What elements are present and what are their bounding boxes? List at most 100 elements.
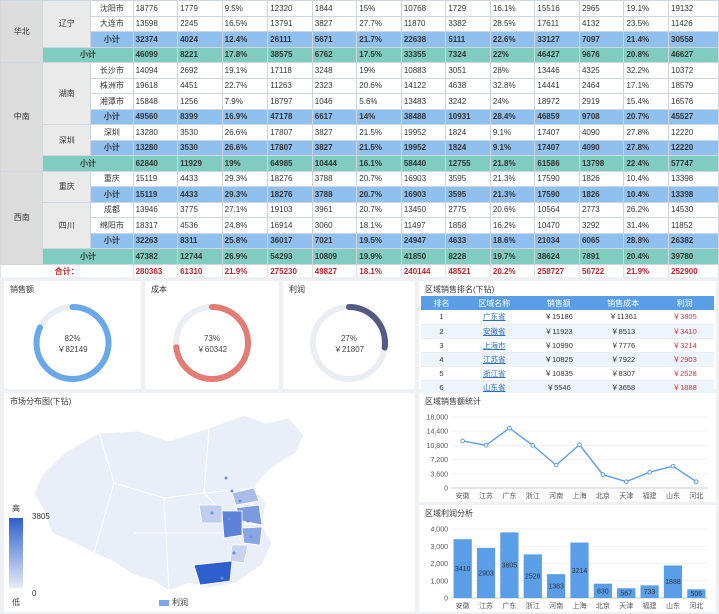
total-cell: 21.9% <box>221 263 269 277</box>
value-cell: 2773 <box>578 201 625 218</box>
subtotal-cell: 64985 <box>267 155 313 172</box>
region-link[interactable]: 山东省 <box>462 380 527 395</box>
x-tick-label: 北京 <box>596 491 610 500</box>
value-cell: 18776 <box>132 0 179 17</box>
ranking-header[interactable]: 排名 <box>421 296 463 310</box>
value-cell: 18317 <box>132 217 179 234</box>
subtotal-cell: 4633 <box>445 232 491 249</box>
ranking-cell: ￥10835 <box>526 366 591 381</box>
y-tick-label: 7,200 <box>430 457 448 464</box>
value-cell: 4433 <box>177 170 223 187</box>
legend-high-label: 高 <box>12 504 20 513</box>
value-cell: 1824 <box>445 124 491 141</box>
profit-cell: ￥3410 <box>655 324 714 339</box>
bar <box>593 583 612 598</box>
region-subtotal-row: 小计 46099 8221 17.8% 38575 6762 17.5% 33355 7324 2… <box>1 46 719 63</box>
x-tick-label: 广东 <box>502 601 516 610</box>
subtotal-cell: 33355 <box>400 46 447 63</box>
ranking-row[interactable]: 1 广东省 ￥15186 ￥11361 ￥3805 <box>421 310 714 325</box>
value-cell: 4638 <box>445 77 491 94</box>
subtotal-cell: 3595 <box>445 186 491 203</box>
value-cell: 3827 <box>311 15 358 32</box>
subtotal-cell: 9676 <box>578 46 625 63</box>
x-tick-label: 江苏 <box>479 491 493 500</box>
value-cell: 1046 <box>311 93 358 110</box>
map-series-legend[interactable]: 利润 <box>159 597 188 608</box>
ranking-header[interactable]: 销售额 <box>526 296 591 310</box>
profit-cell: ￥1888 <box>655 380 714 395</box>
subtotal-cell: 10931 <box>445 108 491 125</box>
subtotal-cell: 21.3% <box>489 186 536 203</box>
ranking-row[interactable]: 2 安徽省 ￥11923 ￥8513 ￥3410 <box>421 324 714 339</box>
subtotal-cell: 8221 <box>177 46 223 63</box>
ranking-row[interactable]: 4 江苏省 ￥10825 ￥7922 ￥2903 <box>421 352 714 367</box>
subtotal-cell: 12.4% <box>221 31 269 48</box>
value-cell: 16.2% <box>489 217 536 234</box>
kpi-value: ￥60342 <box>197 345 228 354</box>
subtotal-cell: 13280 <box>132 139 179 156</box>
value-cell: 26.6% <box>221 124 269 141</box>
total-cell: 258727 <box>534 263 580 277</box>
value-cell: 16.5% <box>221 15 269 32</box>
china-map[interactable] <box>4 393 415 612</box>
subtotal-cell: 17807 <box>267 139 313 156</box>
ranking-row[interactable]: 5 浙江省 ￥10835 ￥8307 ￥2528 <box>421 366 714 381</box>
subtotal-cell: 62840 <box>132 155 179 172</box>
table-row: 华北 辽宁 沈阳市 18776 1779 9.5% 12320 1844 15% 10768 172… <box>0 0 719 63</box>
ring-progress <box>310 304 388 382</box>
total-cell: 275230 <box>267 263 313 277</box>
bar-value-label: 830 <box>597 588 609 595</box>
ranking-header[interactable]: 区域名称 <box>462 296 527 310</box>
x-tick-label: 浙江 <box>526 601 540 610</box>
ranking-row[interactable]: 3 上海市 ￥10990 ￥7776 ￥3214 <box>421 338 714 353</box>
subtotal-cell: 17.5% <box>356 46 402 63</box>
table-row: 大连市 13598 2245 16.5% 13791 3827 27.7% 11870 3382… <box>1 15 719 32</box>
value-cell: 12220 <box>668 124 719 141</box>
subtotal-cell: 21.4% <box>623 31 669 48</box>
subtotal-cell: 33127 <box>534 31 580 48</box>
value-cell: 21.5% <box>356 124 402 141</box>
bar <box>640 585 659 598</box>
subtotal-cell: 46099 <box>132 46 179 63</box>
region-link[interactable]: 安徽省 <box>462 324 527 339</box>
province-guangdong <box>193 560 233 586</box>
value-cell: 4090 <box>578 124 625 141</box>
value-cell: 3595 <box>445 170 491 187</box>
subtotal-label: 小计 <box>90 186 134 203</box>
region-link[interactable]: 上海市 <box>462 338 527 353</box>
subtotal-cell: 4433 <box>177 186 223 203</box>
subtotal-cell: 38575 <box>267 46 313 63</box>
subtotal-cell: 16.9% <box>221 108 269 125</box>
value-cell: 23.5% <box>623 15 669 32</box>
subtotal-cell: 39780 <box>668 248 719 265</box>
province-henan <box>198 504 223 524</box>
ranking-cell: ￥8307 <box>590 366 656 381</box>
subtotal-cell: 7021 <box>311 232 358 249</box>
city-cell: 株洲市 <box>90 77 134 94</box>
value-cell: 15119 <box>132 170 179 187</box>
ranking-cell: ￥7922 <box>590 352 656 367</box>
subtotal-cell: 6617 <box>311 108 358 125</box>
subtotal-label: 小计 <box>90 232 134 249</box>
x-tick-label: 安徽 <box>456 601 470 610</box>
kpi-profit-ring: 27% ￥21807 <box>310 304 388 382</box>
ranking-header[interactable]: 利润 <box>655 296 714 310</box>
subtotal-cell: 47382 <box>132 248 179 265</box>
value-cell: 10.4% <box>623 170 669 187</box>
ranking-row[interactable]: 6 山东省 ￥5546 ￥3658 ￥1888 <box>421 380 714 395</box>
subtotal-cell: 22% <box>489 46 536 63</box>
subtotal-cell: 14% <box>356 108 402 125</box>
y-tick-label: 2,000 <box>430 561 448 568</box>
city-cell: 绵阳市 <box>90 217 134 234</box>
value-cell: 3051 <box>445 62 491 79</box>
x-tick-label: 广东 <box>502 491 516 500</box>
region-link[interactable]: 广东省 <box>462 310 527 325</box>
ranking-header[interactable]: 销售成本 <box>590 296 656 310</box>
subtotal-cell: 9.1% <box>489 139 536 156</box>
value-cell: 14530 <box>668 201 719 218</box>
subtotal-cell: 1826 <box>578 186 625 203</box>
value-cell: 11870 <box>400 15 447 32</box>
region-link[interactable]: 江苏省 <box>462 352 527 367</box>
region-link[interactable]: 浙江省 <box>462 366 527 381</box>
subtotal-cell: 38488 <box>400 108 447 125</box>
